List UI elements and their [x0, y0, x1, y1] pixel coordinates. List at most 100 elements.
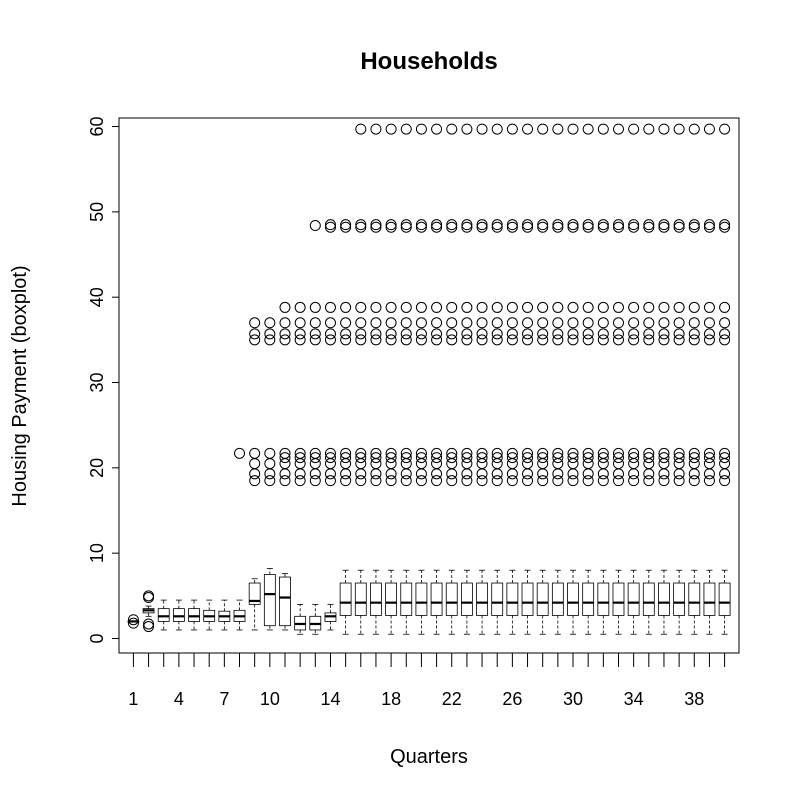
- outlier-point: [643, 317, 655, 329]
- box-q32: [597, 123, 610, 635]
- x-tick-label: 38: [684, 689, 704, 709]
- outlier-point: [537, 334, 549, 346]
- outlier-point: [658, 447, 670, 459]
- outlier-point: [506, 452, 518, 464]
- outlier-point: [673, 301, 685, 313]
- outlier-point: [385, 475, 397, 487]
- box-q10: [263, 317, 276, 631]
- outlier-point: [476, 328, 488, 340]
- outlier-point: [719, 475, 731, 487]
- outlier-point: [552, 334, 564, 346]
- box-q18: [385, 123, 398, 635]
- outlier-point: [400, 447, 412, 459]
- outlier-point: [612, 301, 624, 313]
- outlier-point: [340, 317, 352, 329]
- outlier-point: [340, 452, 352, 464]
- box-q39: [703, 123, 716, 635]
- outlier-point: [400, 334, 412, 346]
- outlier-point: [431, 123, 443, 135]
- outlier-point: [719, 458, 731, 470]
- outlier-point: [567, 219, 579, 231]
- outlier-point: [415, 328, 427, 340]
- outlier-point: [537, 221, 549, 233]
- box-body: [506, 582, 519, 616]
- box-q40: [718, 123, 731, 635]
- outlier-point: [491, 334, 503, 346]
- outlier-point: [628, 475, 640, 487]
- box-body: [642, 582, 655, 616]
- outlier-point: [143, 621, 155, 633]
- outlier-point: [552, 475, 564, 487]
- outlier-point: [491, 221, 503, 233]
- outlier-point: [643, 468, 655, 480]
- outlier-point: [612, 334, 624, 346]
- outlier-point: [324, 447, 336, 459]
- outlier-point: [612, 475, 624, 487]
- outlier-point: [476, 452, 488, 464]
- outlier-point: [628, 334, 640, 346]
- outlier-point: [628, 301, 640, 313]
- outlier-point: [612, 219, 624, 231]
- outlier-point: [612, 317, 624, 329]
- outlier-point: [294, 452, 306, 464]
- box-body: [279, 576, 291, 627]
- outlier-point: [324, 468, 336, 480]
- outlier-point: [415, 468, 427, 480]
- outlier-point: [658, 334, 670, 346]
- outlier-point: [658, 452, 670, 464]
- box-q26: [506, 123, 519, 635]
- outlier-point: [703, 468, 715, 480]
- box-q38: [688, 123, 701, 635]
- outlier-point: [279, 317, 291, 329]
- outlier-point: [385, 123, 397, 135]
- outlier-point: [703, 219, 715, 231]
- x-tick-label: 1: [128, 689, 138, 709]
- box-body: [400, 582, 413, 616]
- box-body: [536, 582, 549, 616]
- outlier-point: [628, 447, 640, 459]
- box-q6: [203, 599, 216, 631]
- outlier-point: [567, 301, 579, 313]
- outlier-point: [431, 317, 443, 329]
- outlier-point: [552, 301, 564, 313]
- outlier-point: [446, 475, 458, 487]
- outlier-point: [597, 301, 609, 313]
- outlier-point: [597, 447, 609, 459]
- box-body: [188, 608, 200, 622]
- outlier-point: [264, 317, 276, 329]
- outlier-point: [249, 334, 261, 346]
- outlier-point: [279, 334, 291, 346]
- outlier-point: [355, 452, 367, 464]
- outlier-point: [567, 452, 579, 464]
- outlier-point: [415, 317, 427, 329]
- outlier-point: [658, 219, 670, 231]
- outlier-point: [658, 301, 670, 313]
- outlier-point: [264, 447, 276, 459]
- outlier-point: [643, 221, 655, 233]
- outlier-point: [385, 328, 397, 340]
- outlier-point: [537, 452, 549, 464]
- outlier-point: [446, 452, 458, 464]
- outlier-point: [355, 221, 367, 233]
- outlier-point: [643, 123, 655, 135]
- outlier-point: [279, 475, 291, 487]
- outlier-point: [415, 221, 427, 233]
- outlier-point: [506, 458, 518, 470]
- box-q27: [521, 123, 534, 635]
- outlier-point: [279, 447, 291, 459]
- outlier-point: [491, 475, 503, 487]
- box-body: [370, 582, 382, 616]
- outlier-point: [688, 468, 700, 480]
- outlier-point: [400, 468, 412, 480]
- box-q4: [172, 599, 185, 631]
- box-body: [339, 582, 352, 616]
- box-q15: [339, 219, 352, 635]
- outlier-point: [249, 447, 261, 459]
- y-axis-label: Housing Payment (boxplot): [9, 265, 31, 506]
- outlier-point: [415, 219, 427, 231]
- x-axis-label: Quarters: [390, 746, 468, 768]
- outlier-point: [628, 123, 640, 135]
- outlier-point: [385, 468, 397, 480]
- outlier-point: [309, 468, 321, 480]
- outlier-point: [612, 468, 624, 480]
